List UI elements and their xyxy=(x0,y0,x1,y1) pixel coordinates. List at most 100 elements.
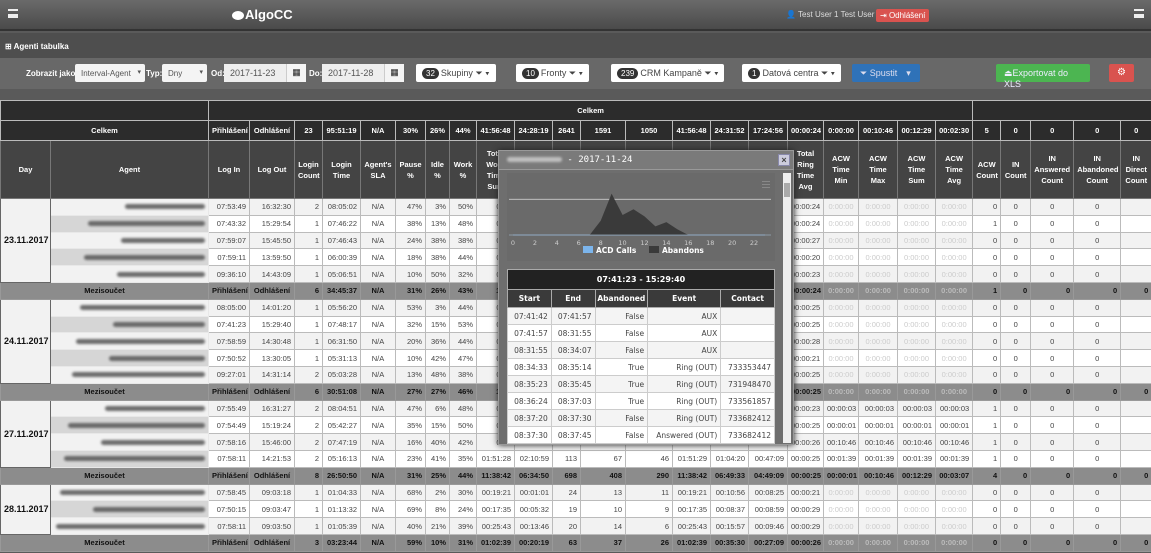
data-cell: 50% xyxy=(425,265,450,283)
close-icon[interactable]: × xyxy=(778,154,790,166)
agent-cell[interactable] xyxy=(50,332,209,351)
data-cell: 00:10:46 xyxy=(897,433,936,451)
column-header[interactable]: IN Direct Count xyxy=(1120,140,1151,199)
data-cell: 41% xyxy=(425,449,450,468)
agent-cell[interactable] xyxy=(50,231,209,250)
to-date-input[interactable]: 2017-11-28 xyxy=(322,64,384,82)
table-row[interactable]: 07:58:11 14:21:53 2 05:16:13 N/A 23% 41% 35% 01:… xyxy=(1,449,1151,468)
column-header[interactable]: Login Count xyxy=(294,140,323,199)
table-row[interactable]: 28.11.2017 07:58:45 09:03:18 1 01:04:33 N/A 68… xyxy=(0,483,1151,535)
scrollbar-thumb[interactable] xyxy=(784,183,790,197)
column-header[interactable]: ACW Time Avg xyxy=(934,140,974,199)
right-menu-icon[interactable] xyxy=(1134,9,1144,18)
event-row[interactable]: 07:41:57 08:31:55 False AUX xyxy=(507,324,775,342)
agent-cell[interactable] xyxy=(50,248,209,267)
dialog-scrollbar[interactable] xyxy=(783,173,791,443)
agent-cell[interactable] xyxy=(50,416,209,435)
event-cell: False xyxy=(594,409,649,427)
data-cell: 0:00:00 xyxy=(897,198,936,216)
column-header[interactable]: ACW Time Sum xyxy=(897,140,936,199)
data-cell: 07:43:32 xyxy=(208,214,250,233)
agent-cell[interactable] xyxy=(50,517,209,535)
agent-cell[interactable] xyxy=(50,214,209,233)
data-cell: 00:00:20 xyxy=(787,248,824,267)
chart-menu-icon[interactable] xyxy=(762,187,770,188)
brand-logo[interactable]: AlgoCC xyxy=(232,7,293,22)
export-xls-button[interactable]: ⏏Exportovat do XLS xyxy=(996,64,1090,89)
groups-dropdown[interactable]: 32 Skupiny ⏷ ▾ xyxy=(416,64,496,82)
event-row[interactable]: 08:37:30 08:37:45 False Answered (OUT) 73368… xyxy=(507,426,775,444)
data-cell: 00:17:35 xyxy=(672,500,711,519)
table-row[interactable]: 07:54:4915:19:24205:42:27N/A35%15%50%02:… xyxy=(1,416,1151,435)
data-cell: 0:00:00 xyxy=(897,517,936,535)
agent-cell[interactable] xyxy=(50,365,209,384)
column-header[interactable]: ACW Time Max xyxy=(858,140,898,199)
agent-cell[interactable] xyxy=(50,500,209,519)
settings-button[interactable]: ⚙ xyxy=(1109,64,1134,82)
column-header[interactable]: IN Count xyxy=(1000,140,1032,199)
events-column-header[interactable]: Contact xyxy=(720,289,775,308)
column-header[interactable]: Idle % xyxy=(425,140,450,199)
events-column-header[interactable]: End xyxy=(550,289,596,308)
legend-label[interactable]: Abandons xyxy=(662,246,704,255)
chart-menu-icon[interactable] xyxy=(762,184,770,185)
run-caret-icon[interactable]: ▾ xyxy=(906,68,911,78)
event-row[interactable]: 08:31:55 08:34:07 False AUX xyxy=(507,341,775,359)
column-header[interactable]: Pause % xyxy=(395,140,426,199)
run-button[interactable]: ⏷ Spustit ▾ xyxy=(852,64,920,82)
agent-cell[interactable] xyxy=(50,433,209,451)
subtotal-cell: 3 xyxy=(294,533,323,552)
agent-cell[interactable] xyxy=(50,449,209,468)
column-header[interactable]: Day xyxy=(0,140,51,199)
queues-dropdown[interactable]: 10 Fronty ⏷ ▾ xyxy=(516,64,590,82)
event-row[interactable]: 08:35:23 08:35:45 True Ring (OUT) 731948470 xyxy=(507,375,775,393)
agent-cell[interactable] xyxy=(50,315,209,334)
event-row[interactable]: 08:34:33 08:35:14 True Ring (OUT) 733353447 xyxy=(507,358,775,376)
data-cell: 40% xyxy=(395,517,426,535)
column-header[interactable]: Agent xyxy=(50,140,209,199)
table-row[interactable]: 07:50:15 09:03:47 1 01:13:32 N/A 69% 8% 24% 00:1… xyxy=(1,500,1151,519)
event-row[interactable]: 08:36:24 08:37:03 True Ring (OUT) 733561857 xyxy=(507,392,775,410)
data-cell: 0:00:00 xyxy=(897,349,936,367)
column-header[interactable]: Log In xyxy=(208,140,250,199)
legend-swatch[interactable] xyxy=(583,246,593,253)
column-header[interactable]: Agent's SLA xyxy=(360,140,396,199)
events-column-header[interactable]: Abandoned xyxy=(594,289,649,308)
column-header[interactable]: Work % xyxy=(449,140,477,199)
table-row[interactable]: 07:58:11 09:03:50 1 01:05:39 N/A 40% 21% 39% 00:… xyxy=(1,517,1151,535)
agent-cell[interactable] xyxy=(50,483,209,502)
legend-swatch[interactable] xyxy=(649,246,659,253)
event-row[interactable]: 07:41:42 07:41:57 False AUX xyxy=(507,307,775,325)
datacenters-dropdown[interactable]: 1 Datová centra ⏷ ▾ xyxy=(742,64,842,82)
legend-label[interactable]: ACD Calls xyxy=(596,246,637,255)
from-date-input[interactable]: 2017-11-23 xyxy=(224,64,286,82)
column-header[interactable]: ACW Count xyxy=(972,140,1002,199)
column-header[interactable]: Login Time xyxy=(322,140,361,199)
agent-cell[interactable] xyxy=(50,265,209,283)
crm-campaigns-dropdown[interactable]: 239 CRM Kampaně ⏷ ▾ xyxy=(611,64,725,82)
from-calendar-icon[interactable]: ▦ xyxy=(286,64,306,82)
hamburger-menu-icon[interactable] xyxy=(8,9,18,18)
data-cell: 0 xyxy=(1030,231,1075,250)
display-as-select[interactable]: Interval-Agent xyxy=(75,64,145,82)
data-cell: N/A xyxy=(360,483,396,502)
column-header[interactable]: IN Answered Count xyxy=(1030,140,1075,199)
agent-cell[interactable] xyxy=(50,399,209,418)
chart-menu-icon[interactable] xyxy=(762,181,770,182)
event-row[interactable]: 08:37:20 08:37:30 False Ring (OUT) 733682412 xyxy=(507,409,775,427)
subtotal-cell: 0 xyxy=(1120,533,1151,552)
type-select[interactable]: Dny xyxy=(162,64,207,82)
agent-cell[interactable] xyxy=(50,298,209,317)
data-cell: 00:08:59 xyxy=(748,500,788,519)
column-header[interactable]: Log Out xyxy=(249,140,295,199)
events-column-header[interactable]: Start xyxy=(507,289,552,308)
subtotal-cell: 4 xyxy=(972,466,1002,485)
data-cell: 00:00:25 xyxy=(787,298,824,317)
column-header[interactable]: ACW Time Min xyxy=(823,140,859,199)
agent-cell[interactable] xyxy=(50,198,209,216)
events-column-header[interactable]: Event xyxy=(647,289,722,308)
to-calendar-icon[interactable]: ▦ xyxy=(384,64,404,82)
logout-button[interactable]: ⇥ Odhlášení xyxy=(876,9,930,22)
agent-cell[interactable] xyxy=(50,349,209,367)
column-header[interactable]: IN Abandoned Count xyxy=(1073,140,1122,199)
